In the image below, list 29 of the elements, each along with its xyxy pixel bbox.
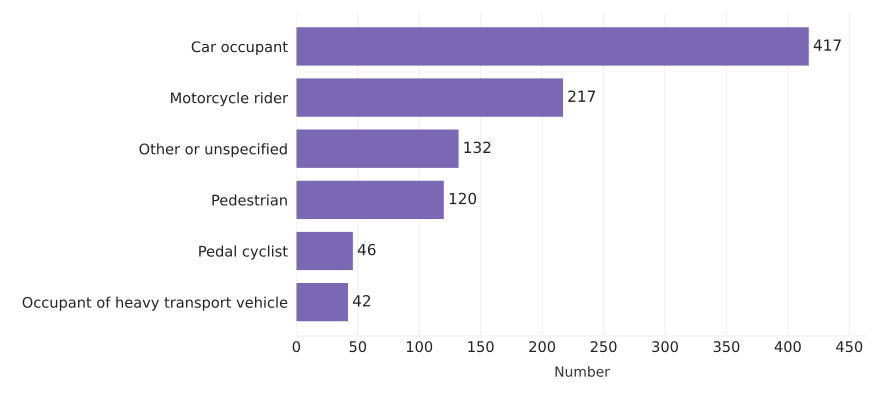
y-tick-label: Car occupant: [192, 41, 288, 56]
y-tick-label: Pedal cyclist: [199, 245, 288, 260]
x-tick-label: 200: [529, 341, 556, 352]
y-tick-label: Pedestrian: [212, 194, 287, 206]
x-tick-label: 150: [468, 341, 494, 352]
x-tick-label: 400: [774, 341, 801, 352]
x-axis-title: Number: [556, 366, 610, 377]
x-tick-label: 450: [836, 341, 862, 352]
bar: [296, 180, 444, 220]
x-tick-label: 350: [714, 341, 740, 352]
data-label: 217: [568, 90, 596, 102]
x-tick-label: 0: [292, 341, 300, 352]
data-label: 417: [814, 40, 841, 51]
x-tick-label: 300: [652, 341, 678, 352]
bar: [296, 78, 564, 117]
y-tick-label: Motorcycle rider: [171, 92, 288, 106]
y-tick-label: Occupant of heavy transport vehicle: [22, 296, 288, 311]
bar: [296, 282, 348, 322]
x-tick-label: 250: [590, 341, 617, 352]
bar: [296, 27, 809, 66]
bar: [296, 130, 459, 168]
y-tick-label: Other or unspecified: [139, 143, 287, 158]
data-label: 42: [352, 295, 370, 306]
bar: [296, 232, 353, 270]
data-label: 120: [450, 192, 476, 204]
data-label: 46: [358, 244, 376, 256]
data-label: 132: [464, 142, 490, 154]
x-tick-label: 50: [350, 341, 366, 352]
x-tick-label: 100: [406, 341, 432, 352]
